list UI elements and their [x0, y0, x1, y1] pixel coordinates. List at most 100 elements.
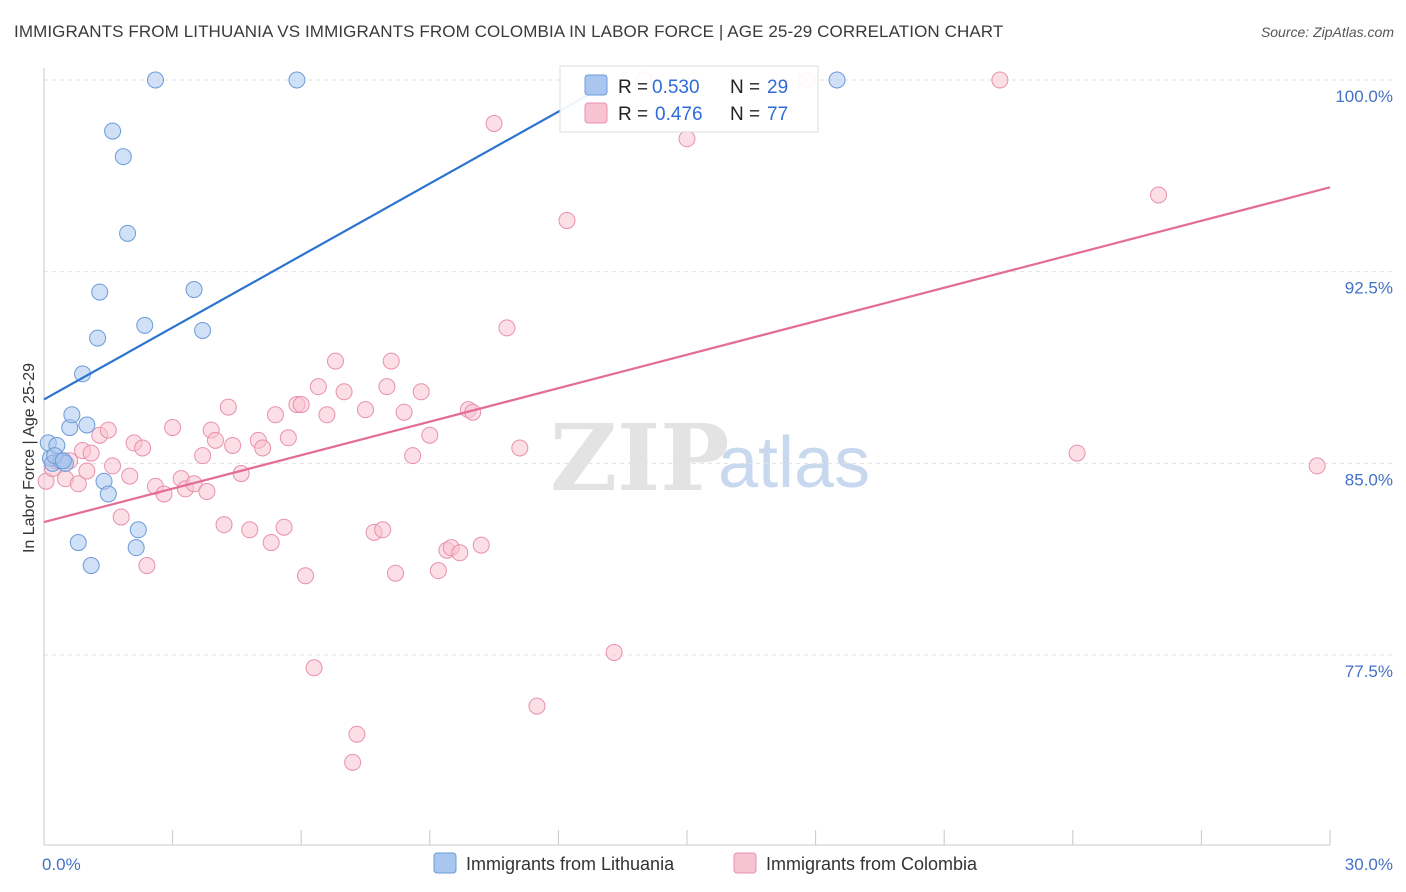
- lithuania-point: [185, 281, 203, 299]
- colombia-point: [1068, 444, 1086, 462]
- lithuania-point: [194, 321, 212, 339]
- x-ticks: [43, 830, 1331, 845]
- stats-r-value-lithuania: 0.530: [652, 77, 700, 98]
- legend-swatch-colombia: [733, 852, 757, 874]
- colombia-point: [485, 114, 503, 132]
- colombia-point: [344, 753, 362, 771]
- colombia-point: [99, 421, 117, 439]
- series-colombia-points: [37, 71, 1326, 771]
- colombia-point: [198, 482, 216, 500]
- y-axis-label: In Labor Force | Age 25-29: [21, 363, 38, 553]
- y-tick-label: 92.5%: [1345, 279, 1393, 298]
- lithuania-point: [99, 485, 117, 503]
- colombia-point: [121, 467, 139, 485]
- colombia-point: [104, 457, 122, 475]
- colombia-point: [678, 130, 696, 148]
- colombia-point: [335, 383, 353, 401]
- stats-r-value-colombia: 0.476: [655, 104, 703, 125]
- y-tick-labels: 77.5% 85.0% 92.5% 100.0%: [1335, 87, 1393, 681]
- colombia-point: [318, 406, 336, 424]
- lithuania-point: [89, 329, 107, 347]
- colombia-point: [305, 659, 323, 677]
- trend-line-lithuania: [43, 86, 602, 401]
- legend-label-colombia: Immigrants from Colombia: [766, 854, 978, 874]
- trend-lines: [43, 86, 1331, 524]
- lithuania-point: [69, 534, 87, 552]
- lithuania-point: [82, 557, 100, 575]
- chart-title: IMMIGRANTS FROM LITHUANIA VS IMMIGRANTS …: [14, 22, 1004, 41]
- colombia-point: [412, 383, 430, 401]
- stats-legend: R = 0.530 N = 29 R = 0.476 N = 77: [559, 65, 819, 133]
- lithuania-point: [146, 71, 164, 89]
- x-tick-label-end: 30.0%: [1345, 855, 1393, 874]
- watermark: ZIP atlas: [550, 404, 870, 512]
- stats-r-label-lithuania: R =: [618, 77, 648, 98]
- colombia-point: [605, 643, 623, 661]
- stats-legend-swatch-lithuania: [584, 74, 608, 96]
- lithuania-point: [136, 316, 154, 334]
- colombia-point: [138, 557, 156, 575]
- colombia-point: [275, 518, 293, 536]
- colombia-point: [472, 536, 490, 554]
- colombia-point: [498, 319, 516, 337]
- gridlines: [44, 79, 1395, 656]
- stats-r-label-colombia: R =: [618, 104, 648, 125]
- colombia-point: [112, 508, 130, 526]
- colombia-point: [164, 419, 182, 437]
- colombia-point: [404, 447, 422, 465]
- colombia-point: [387, 564, 405, 582]
- colombia-point: [254, 439, 272, 457]
- legend-label-lithuania: Immigrants from Lithuania: [466, 854, 675, 874]
- watermark-zip: ZIP: [550, 404, 729, 512]
- colombia-point: [219, 398, 237, 416]
- colombia-point: [991, 71, 1009, 89]
- lithuania-point: [54, 452, 72, 470]
- colombia-point: [296, 567, 314, 585]
- stats-n-value-lithuania: 29: [767, 77, 788, 98]
- stats-n-label-lithuania: N =: [730, 77, 760, 98]
- colombia-point: [78, 462, 96, 480]
- colombia-point: [309, 378, 327, 396]
- colombia-point: [451, 544, 469, 562]
- y-tick-label: 85.0%: [1345, 470, 1393, 489]
- colombia-point: [1150, 186, 1168, 204]
- colombia-point: [395, 403, 413, 421]
- colombia-point: [357, 401, 374, 419]
- colombia-point: [292, 396, 310, 414]
- colombia-point: [421, 426, 439, 444]
- source-attribution: Source: ZipAtlas.com: [1260, 24, 1394, 40]
- colombia-point: [206, 431, 224, 449]
- stats-n-value-colombia: 77: [767, 104, 788, 125]
- colombia-point: [224, 436, 242, 454]
- colombia-point: [232, 465, 250, 483]
- x-tick-label-start: 0.0%: [42, 855, 81, 874]
- y-tick-label: 77.5%: [1345, 662, 1393, 681]
- colombia-point: [511, 439, 529, 457]
- legend-swatch-lithuania: [433, 852, 457, 874]
- colombia-point: [326, 352, 344, 370]
- lithuania-point: [104, 122, 122, 140]
- colombia-point: [348, 725, 366, 743]
- lithuania-point: [129, 521, 147, 539]
- colombia-point: [374, 521, 392, 539]
- colombia-point: [69, 475, 87, 493]
- colombia-point: [266, 406, 284, 424]
- stats-legend-swatch-colombia: [584, 102, 608, 124]
- stats-n-label-colombia: N =: [730, 104, 760, 125]
- colombia-point: [378, 378, 396, 396]
- colombia-point: [194, 447, 212, 465]
- lithuania-point: [127, 539, 145, 557]
- lithuania-point: [288, 71, 306, 89]
- y-tick-label: 100.0%: [1335, 87, 1393, 106]
- series-legend: Immigrants from Lithuania Immigrants fro…: [433, 852, 978, 874]
- colombia-point: [429, 562, 447, 580]
- colombia-point: [1308, 457, 1326, 475]
- colombia-point: [558, 212, 576, 230]
- lithuania-point: [63, 406, 81, 424]
- colombia-point: [82, 444, 100, 462]
- colombia-point: [528, 697, 546, 715]
- lithuania-point: [119, 224, 137, 242]
- colombia-point: [382, 352, 400, 370]
- colombia-point: [215, 516, 233, 534]
